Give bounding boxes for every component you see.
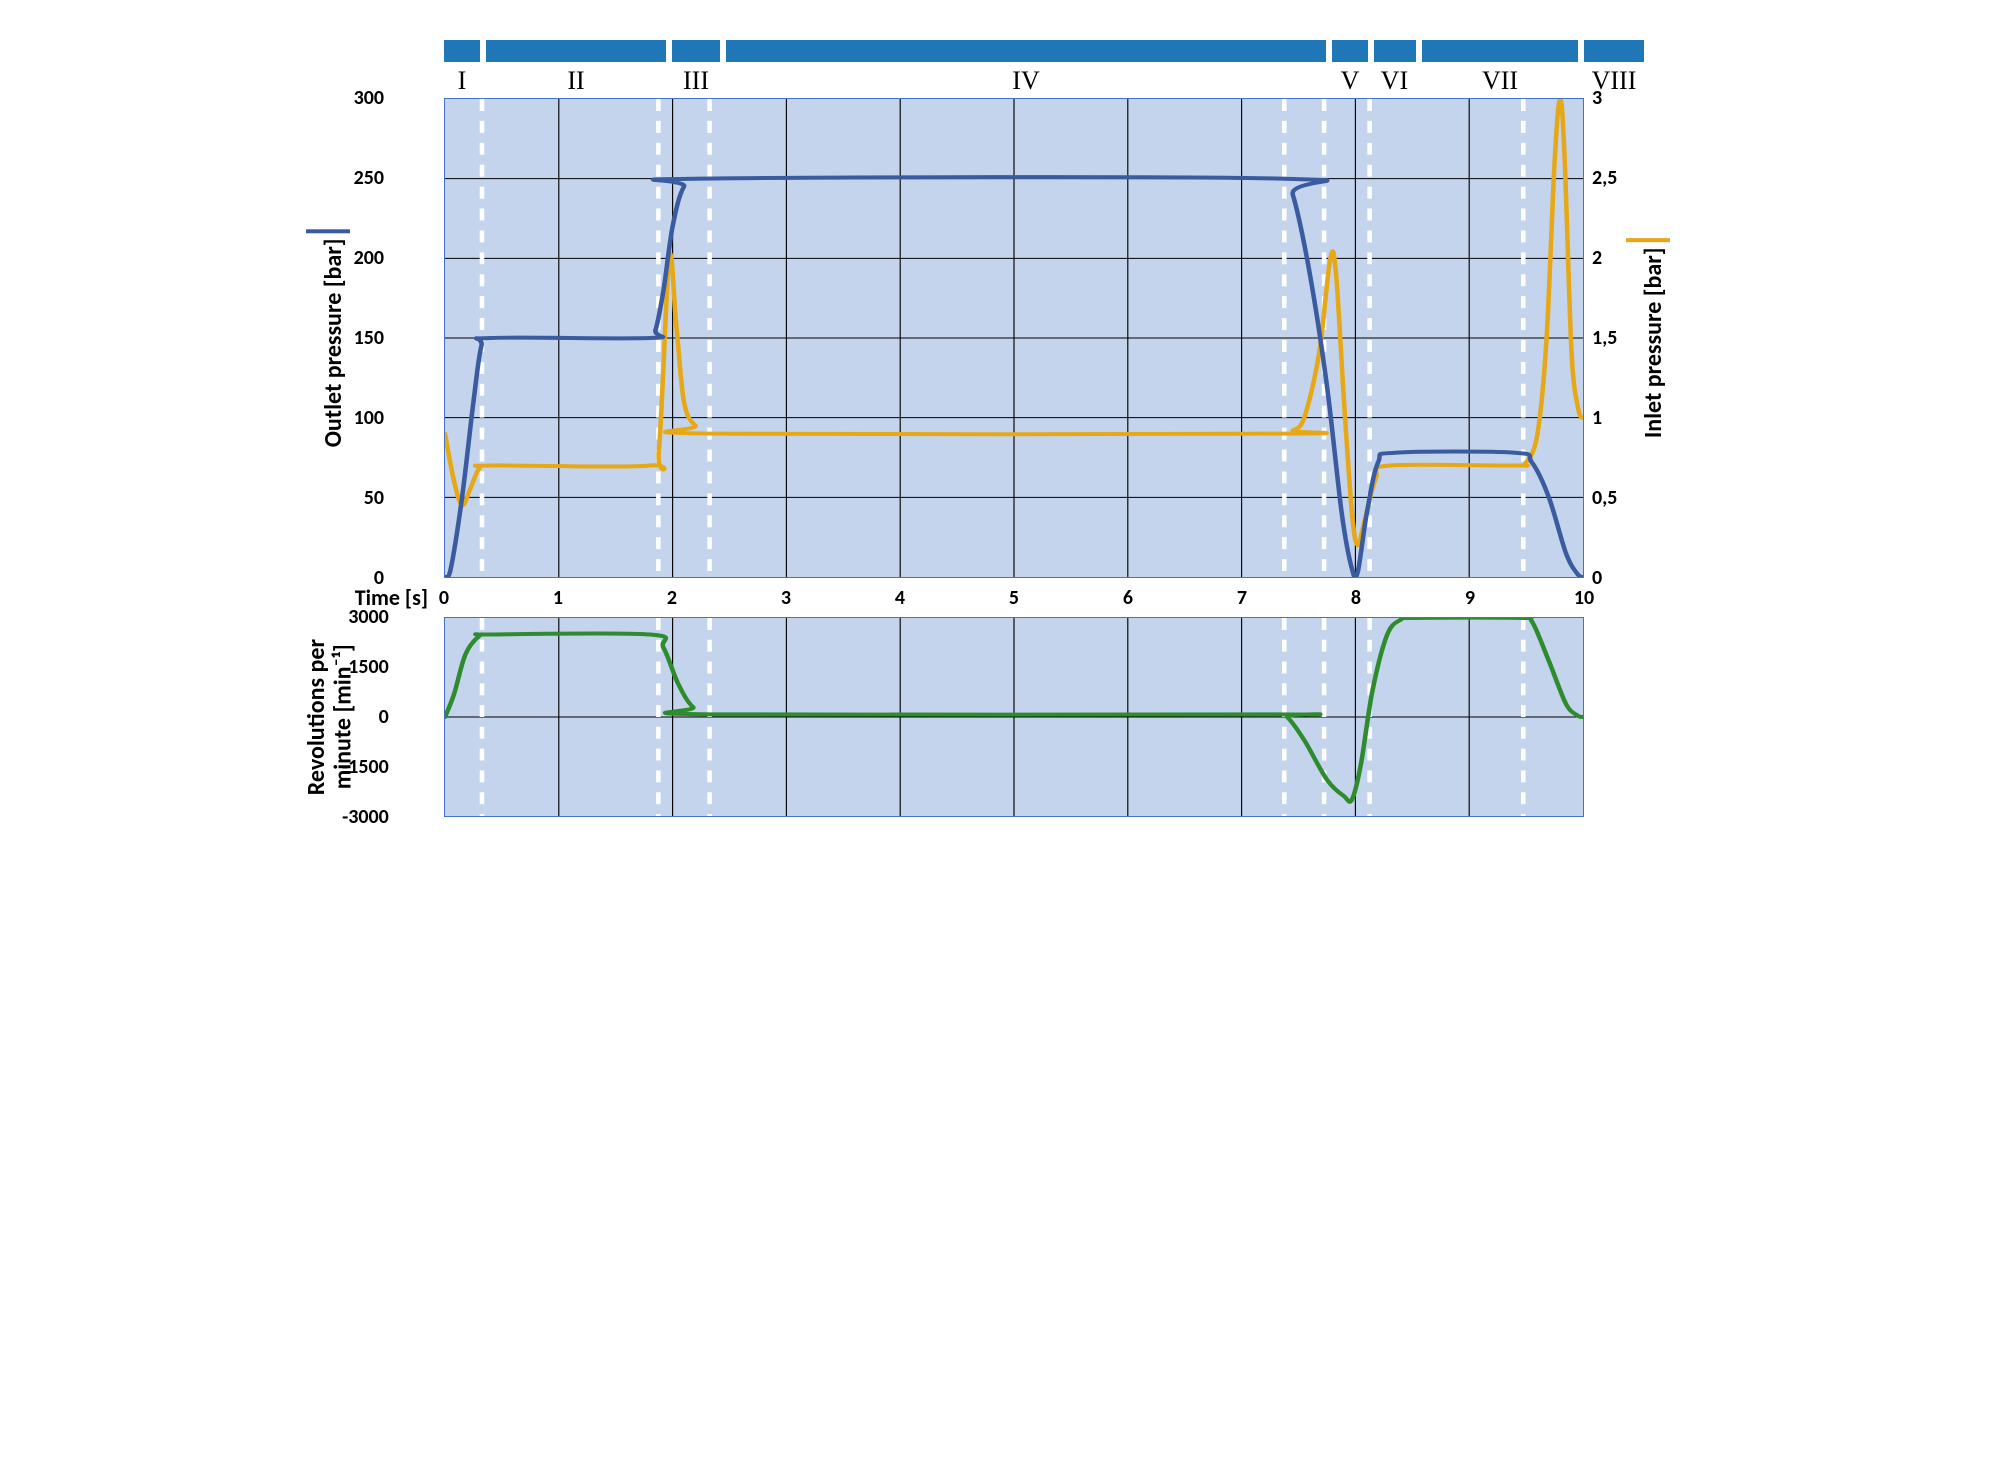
phase-label: II — [567, 66, 584, 96]
y-axis-bottom: Revolutions per minute [min⁻¹] -3000-150… — [304, 617, 444, 817]
ytick-right: 1,5 — [1592, 326, 1617, 350]
y-bottom-label-1: Revolutions per — [302, 639, 331, 795]
phase-label: VI — [1381, 66, 1408, 96]
ytick-left: -1500 — [342, 755, 389, 779]
ytick-left: 0 — [374, 566, 384, 590]
xtick: 0 — [439, 586, 449, 610]
xtick: 5 — [1009, 586, 1019, 610]
y-axis-right: 00,511,522,53 Inlet pressure [bar] — [1584, 98, 1704, 578]
ytick-left: 300 — [354, 86, 384, 110]
outlet-legend-dash — [306, 229, 350, 233]
y-right-label: Inlet pressure [bar] — [1639, 247, 1668, 438]
phase-label: IV — [1012, 66, 1039, 96]
ytick-left: 100 — [354, 406, 384, 430]
phase-segment — [1422, 40, 1578, 62]
ytick-right: 0,5 — [1592, 486, 1617, 510]
chart-container: IIIIIIIVVVIVIIVIII Outlet pressure [bar]… — [304, 40, 1704, 817]
xtick: 10 — [1574, 586, 1594, 610]
phase-label: V — [1341, 66, 1360, 96]
xtick: 9 — [1465, 586, 1475, 610]
phase-label: I — [458, 66, 467, 96]
xtick: 1 — [553, 586, 563, 610]
y-right-title: Inlet pressure [bar] — [1624, 238, 1672, 438]
phase-segment — [1374, 40, 1416, 62]
bottom-plot-area — [444, 617, 1584, 817]
xtick: 8 — [1351, 586, 1361, 610]
ytick-left: 50 — [364, 486, 384, 510]
top-plot-area — [444, 98, 1584, 578]
top-plot-row: Outlet pressure [bar] 050100150200250300… — [304, 98, 1704, 578]
ytick-left: 250 — [354, 166, 384, 190]
phase-segment — [486, 40, 666, 62]
ytick-left: 200 — [354, 246, 384, 270]
inlet-legend-dash — [1626, 238, 1670, 242]
xtick: 3 — [781, 586, 791, 610]
yticks-left: 050100150200250300 — [352, 98, 392, 578]
bottom-plot-row: Revolutions per minute [min⁻¹] -3000-150… — [304, 617, 1704, 817]
phase-segment — [672, 40, 720, 62]
ytick-right: 1 — [1592, 406, 1602, 430]
y-left-label: Outlet pressure [bar] — [319, 238, 348, 447]
ytick-left: -3000 — [342, 805, 389, 829]
y-axis-left: Outlet pressure [bar] 050100150200250300 — [304, 98, 444, 578]
phase-segment — [444, 40, 480, 62]
ytick-left: 0 — [379, 705, 389, 729]
phase-segment — [1332, 40, 1368, 62]
phase-label: VII — [1482, 66, 1518, 96]
ytick-right: 2 — [1592, 246, 1602, 270]
ytick-right: 3 — [1592, 86, 1602, 110]
xtick: 7 — [1237, 586, 1247, 610]
phase-bar — [444, 40, 1644, 62]
ytick-left: 3000 — [348, 605, 389, 629]
xtick: 4 — [895, 586, 905, 610]
y-left-title: Outlet pressure [bar] — [304, 229, 352, 447]
phase-segment — [726, 40, 1326, 62]
ytick-left: 1500 — [348, 655, 389, 679]
ytick-right: 2,5 — [1592, 166, 1617, 190]
phase-segment — [1584, 40, 1644, 62]
x-axis: Time [s] 012345678910 — [304, 584, 1704, 611]
yticks-right: 00,511,522,53 — [1584, 98, 1624, 578]
xtick: 2 — [667, 586, 677, 610]
phase-label: III — [683, 66, 709, 96]
ytick-left: 150 — [354, 326, 384, 350]
xtick: 6 — [1123, 586, 1133, 610]
xticks: 012345678910 — [444, 586, 1584, 610]
yticks-bottom: -3000-1500015003000 — [357, 617, 397, 817]
phase-labels: IIIIIIIVVVIVIIVIII — [444, 66, 1644, 98]
